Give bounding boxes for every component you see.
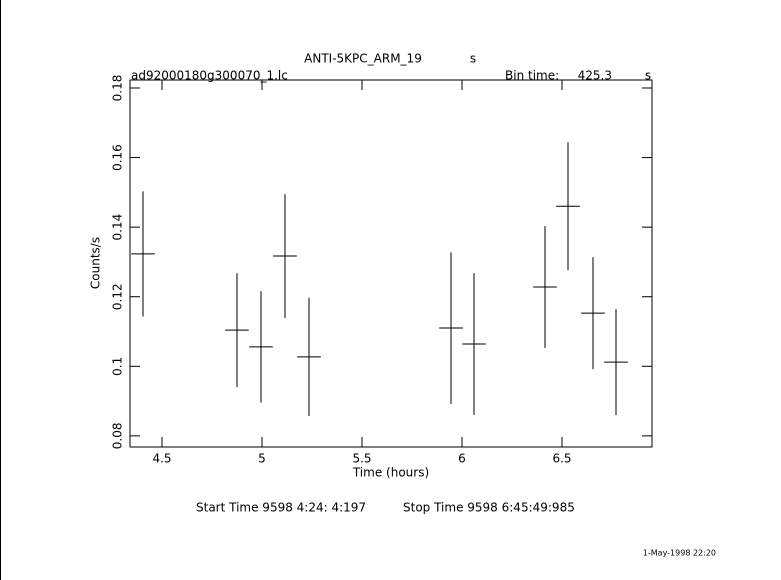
y-tick-label: 0.08 [111,423,125,450]
y-tick-label: 0.16 [111,144,125,171]
y-tick-label: 0.12 [111,283,125,310]
chart-title: ANTI-5KPC_ARM_19 [304,52,422,66]
x-tick-label: 5 [258,452,266,466]
y-tick-label: 0.14 [111,214,125,241]
stop-time: Stop Time 9598 6:45:49:985 [403,501,575,515]
y-axis-label: Counts/s [89,237,103,289]
start-time: Start Time 9598 4:24: 4:197 [196,501,366,515]
plot-frame [129,79,653,448]
bin-time: 425.3 [578,69,612,83]
x-tick-label: 5.5 [352,452,371,466]
x-axis-label: Time (hours) [352,466,429,480]
filename: ad92000180g300070_1.lc [131,69,288,83]
x-tick-label: 6 [458,452,466,466]
title-unit: s [470,52,476,66]
y-tick-label: 0.18 [111,75,125,102]
date-stamp: 1-May-1998 22:20 [643,549,716,558]
x-tick-label: 4.5 [152,452,171,466]
y-tick-label: 0.1 [111,357,125,376]
x-tick-label: 6.5 [552,452,571,466]
bin-time-unit: s [645,69,651,83]
bin-time-label: Bin time: [505,69,559,83]
